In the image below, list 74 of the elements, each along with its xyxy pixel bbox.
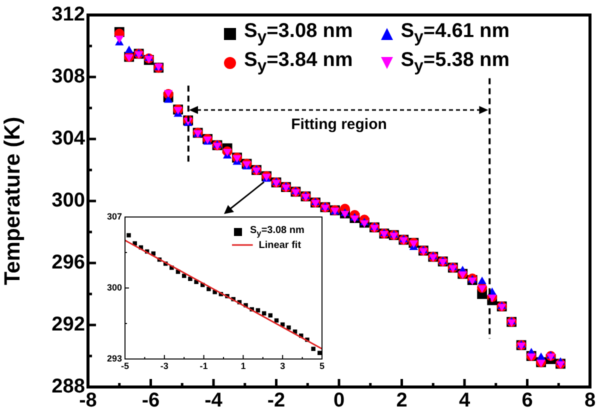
x-tick-label: 6 bbox=[522, 390, 533, 412]
point bbox=[301, 194, 310, 202]
y-tick-label: 300 bbox=[52, 190, 85, 212]
legend-label: S$_{y}$=3.08 nm bbox=[244, 20, 353, 47]
point bbox=[286, 325, 291, 330]
y-tick-label: 300 bbox=[106, 282, 122, 292]
point bbox=[380, 231, 389, 239]
point bbox=[252, 168, 261, 175]
x-tick-label: 5 bbox=[319, 360, 325, 371]
x-tick-label: -6 bbox=[142, 390, 160, 412]
legend-label: Linear fit bbox=[258, 240, 302, 250]
point bbox=[458, 271, 467, 279]
x-tick-label: 0 bbox=[333, 390, 345, 412]
point bbox=[164, 95, 173, 103]
legend-label: S$_{y}$=3.08 nm bbox=[250, 225, 304, 238]
point bbox=[546, 354, 556, 361]
point bbox=[390, 232, 398, 240]
x-tick-label: -3 bbox=[160, 360, 168, 371]
point bbox=[419, 248, 428, 256]
x-tick-label: 3 bbox=[280, 360, 286, 371]
x-tick-label: 1 bbox=[240, 360, 246, 371]
legend-label: S$_{y}$=5.38 nm bbox=[400, 49, 510, 76]
legend-label: S$_{y}$=4.61 nm bbox=[400, 20, 510, 47]
x-tick-label: 2 bbox=[396, 390, 408, 412]
legend-label: S$_{y}$=3.84 nm bbox=[244, 49, 353, 76]
point bbox=[311, 200, 320, 208]
point bbox=[350, 216, 360, 224]
y-tick-label: 304 bbox=[52, 128, 86, 150]
y-tick-label: 288 bbox=[52, 376, 85, 398]
point bbox=[124, 46, 134, 54]
point bbox=[556, 361, 565, 369]
point bbox=[320, 204, 330, 212]
point bbox=[409, 240, 418, 248]
point bbox=[478, 276, 486, 284]
point bbox=[428, 254, 438, 262]
point bbox=[212, 142, 222, 150]
y-tick-label: 296 bbox=[52, 252, 85, 274]
point bbox=[370, 224, 379, 232]
point bbox=[399, 237, 408, 245]
y-axis-title: Temperature (K) bbox=[0, 116, 24, 286]
point bbox=[262, 311, 266, 316]
y-tick-label: 312 bbox=[52, 4, 85, 26]
y-tick-label: 308 bbox=[52, 66, 85, 88]
annotation: Fitting region bbox=[291, 116, 387, 133]
x-tick-label: -2 bbox=[267, 390, 286, 412]
point bbox=[256, 308, 260, 312]
x-tick-label: -4 bbox=[204, 390, 224, 412]
x-tick-label: 8 bbox=[584, 390, 596, 412]
point bbox=[507, 319, 516, 327]
point bbox=[488, 294, 496, 302]
point bbox=[134, 51, 144, 59]
x-tick-label: 4 bbox=[458, 390, 471, 412]
point bbox=[272, 180, 281, 188]
point bbox=[478, 285, 486, 293]
point bbox=[182, 274, 186, 278]
y-tick-label: 293 bbox=[106, 353, 122, 364]
point bbox=[291, 189, 300, 197]
point bbox=[516, 342, 526, 350]
x-tick-label: -1 bbox=[200, 360, 208, 371]
point bbox=[222, 148, 232, 156]
point bbox=[536, 360, 546, 368]
point bbox=[360, 220, 369, 228]
point bbox=[282, 184, 290, 192]
point bbox=[448, 265, 458, 273]
point bbox=[498, 304, 506, 312]
point bbox=[340, 210, 350, 218]
y-tick-label: 307 bbox=[106, 211, 122, 222]
y-tick-label: 292 bbox=[52, 314, 85, 336]
point bbox=[527, 354, 536, 361]
point bbox=[126, 233, 131, 238]
point bbox=[311, 346, 316, 351]
point bbox=[468, 278, 477, 286]
x-tick-label: -5 bbox=[120, 360, 130, 371]
point bbox=[124, 54, 134, 62]
